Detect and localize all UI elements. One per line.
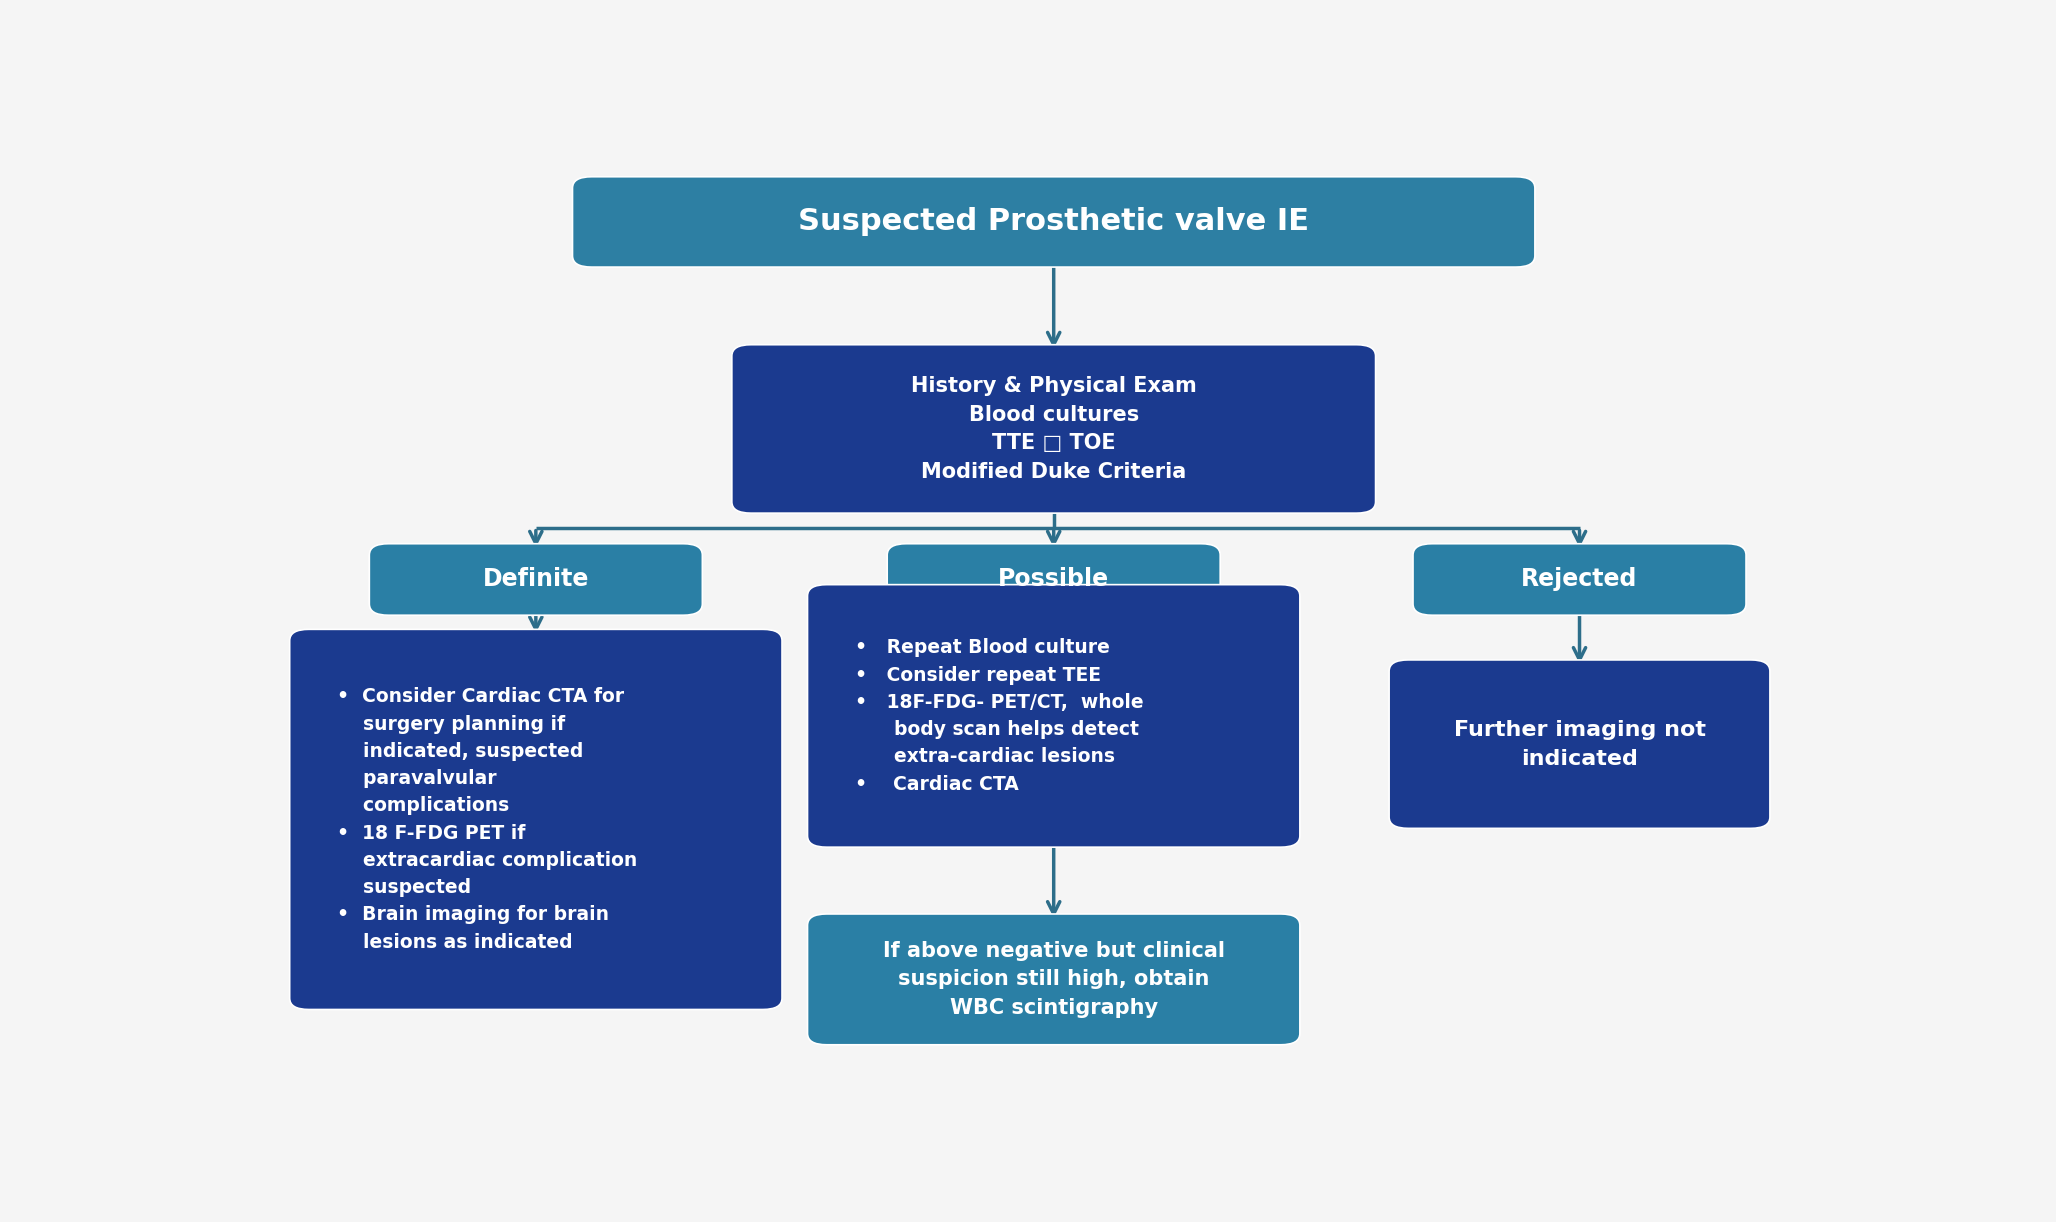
FancyBboxPatch shape xyxy=(1412,544,1746,615)
Text: Definite: Definite xyxy=(483,567,588,591)
FancyBboxPatch shape xyxy=(370,544,703,615)
FancyBboxPatch shape xyxy=(808,914,1299,1045)
Text: Rejected: Rejected xyxy=(1521,567,1639,591)
Text: Suspected Prosthetic valve IE: Suspected Prosthetic valve IE xyxy=(798,208,1310,236)
Text: •   Repeat Blood culture
•   Consider repeat TEE
•   18F-FDG- PET/CT,  whole
   : • Repeat Blood culture • Consider repeat… xyxy=(855,638,1143,793)
Text: •  Consider Cardiac CTA for
    surgery planning if
    indicated, suspected
   : • Consider Cardiac CTA for surgery plann… xyxy=(337,687,637,952)
Text: History & Physical Exam
Blood cultures
TTE □ TOE
Modified Duke Criteria: History & Physical Exam Blood cultures T… xyxy=(911,375,1197,483)
FancyBboxPatch shape xyxy=(732,345,1375,513)
FancyBboxPatch shape xyxy=(290,629,781,1009)
FancyBboxPatch shape xyxy=(572,177,1536,268)
FancyBboxPatch shape xyxy=(888,544,1219,615)
Text: Further imaging not
indicated: Further imaging not indicated xyxy=(1454,720,1706,769)
Text: If above negative but clinical
suspicion still high, obtain
WBC scintigraphy: If above negative but clinical suspicion… xyxy=(882,941,1225,1018)
FancyBboxPatch shape xyxy=(808,584,1299,847)
FancyBboxPatch shape xyxy=(1390,660,1770,829)
Text: Possible: Possible xyxy=(997,567,1110,591)
